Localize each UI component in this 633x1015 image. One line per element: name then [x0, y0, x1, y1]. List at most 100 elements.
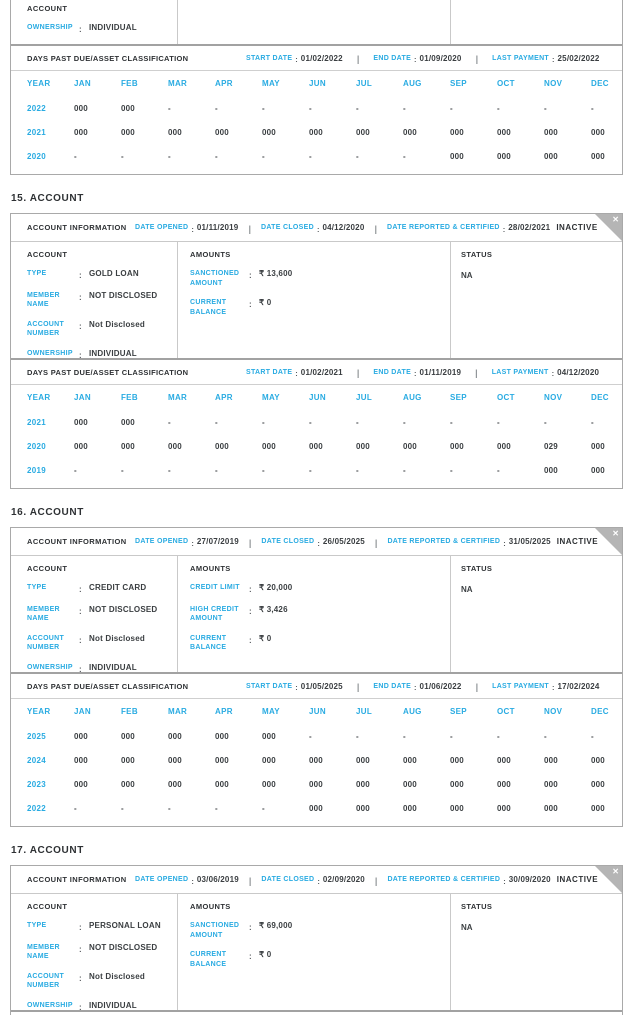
account-column-header: ACCOUNT [27, 4, 68, 13]
colon [191, 219, 194, 237]
field-row: OWNERSHIP INDIVIDUAL [27, 23, 171, 35]
colon [79, 1001, 89, 1013]
account-card-15: ACCOUNT INFORMATION DATE OPENED 01/11/201… [10, 213, 623, 489]
account-fields: OWNERSHIP INDIVIDUAL [27, 23, 171, 35]
account-column: ACCOUNT OWNERSHIP INDIVIDUAL [11, 0, 178, 44]
dpd-value: 000 [309, 803, 323, 813]
colon [249, 950, 259, 962]
account-fields: TYPE PERSONAL LOAN MEMBER NAME NOT DISCLOSE… [27, 921, 171, 1012]
status-badge: INACTIVE [556, 223, 598, 232]
dpd-col-nov: NOV [544, 707, 563, 716]
dpd-col-feb: FEB [121, 393, 138, 402]
account-detail-columns: ACCOUNT TYPE PERSONAL LOAN MEMBER NAME NOT … [11, 894, 622, 1010]
dpd-value: 000 [262, 779, 276, 789]
dpd-value: - [497, 465, 500, 475]
close-icon[interactable]: ✕ [612, 867, 619, 876]
colon [503, 219, 506, 237]
dpd-year: 2025 [27, 731, 46, 741]
field-value: INDIVIDUAL [89, 662, 137, 672]
dpd-col-year: YEAR [27, 707, 51, 716]
dpd-value: 000 [591, 441, 605, 451]
dpd-column-headers: YEAR JAN FEB MAR APR MAY JUN JUL AUG SEP OCT NOV DEC [11, 699, 622, 724]
dpd-value: - [121, 465, 124, 475]
field-value: ₹ 0 [259, 950, 272, 959]
account-fields: TYPE CREDIT CARD MEMBER NAME NOT DISCLOSED A… [27, 583, 171, 674]
close-icon[interactable]: ✕ [612, 529, 619, 538]
dpd-value: - [309, 103, 312, 113]
corner-ribbon [595, 866, 622, 893]
account-column-header: ACCOUNT [27, 564, 68, 573]
field-value: ₹ 13,600 [259, 269, 293, 278]
dpd-value: - [403, 417, 406, 427]
dpd-value: 000 [356, 441, 370, 451]
dpd-value: 000 [262, 755, 276, 765]
dpd-col-nov: NOV [544, 79, 563, 88]
field-value: PERSONAL LOAN [89, 921, 161, 930]
dpd-col-oct: OCT [497, 393, 515, 402]
dpd-value: 000 [121, 755, 135, 765]
amounts-column-header: AMOUNTS [190, 250, 231, 259]
dpd-value: 000 [591, 755, 605, 765]
dpd-value: - [215, 151, 218, 161]
account-column: ACCOUNT TYPE PERSONAL LOAN MEMBER NAME NOT … [11, 894, 178, 1010]
dpd-value: - [262, 417, 265, 427]
dpd-value: - [309, 731, 312, 741]
end-date-value: 01/09/2020 [419, 53, 462, 63]
pipe-separator [357, 363, 360, 381]
amount-fields: SANCTIONED AMOUNT ₹ 13,600 CURRENT BALANCE… [190, 269, 444, 317]
dpd-value: 000 [262, 127, 276, 137]
field-value: ₹ 0 [259, 633, 272, 643]
dpd-value: 000 [74, 731, 88, 741]
field-label: ACCOUNT NUMBER [27, 320, 65, 338]
dpd-value: 000 [450, 441, 464, 451]
section-title-16: 16. ACCOUNT [11, 507, 84, 518]
end-date-label: END DATE [373, 682, 412, 690]
dpd-col-jan: JAN [74, 393, 91, 402]
start-date: START DATE 01/05/2025 [246, 677, 343, 695]
colon [79, 634, 89, 646]
colon [503, 533, 506, 551]
field-row: ACCOUNT NUMBER Not Disclosed [27, 972, 171, 991]
colon [295, 677, 298, 695]
dpd-header: DAYS PAST DUE/ASSET CLASSIFICATION START… [11, 46, 622, 71]
field-row: MEMBER NAME NOT DISCLOSED [27, 291, 171, 310]
dpd-title: DAYS PAST DUE/ASSET CLASSIFICATION [27, 53, 189, 63]
date-opened-label: DATE OPENED [135, 876, 189, 883]
field-label: SANCTIONED AMOUNT [190, 270, 240, 287]
amounts-column-header: AMOUNTS [190, 902, 231, 911]
field-label: CREDIT LIMIT [190, 584, 240, 591]
dpd-value: 000 [215, 127, 229, 137]
dpd-col-feb: FEB [121, 79, 138, 88]
field-row: MEMBER NAME NOT DISCLOSED [27, 605, 171, 624]
status-value: NA [461, 585, 473, 594]
field-label: OWNERSHIP [27, 349, 73, 357]
field-row: SANCTIONED AMOUNT ₹ 69,000 [190, 921, 444, 940]
date-reported-value: 28/02/2021 [508, 223, 551, 232]
last-payment: LAST PAYMENT 04/12/2020 [492, 363, 599, 381]
date-closed: DATE CLOSED 04/12/2020 [261, 219, 365, 237]
dpd-col-apr: APR [215, 707, 233, 716]
dpd-value: - [450, 103, 453, 113]
dpd-value: 000 [403, 441, 417, 451]
dpd-col-apr: APR [215, 79, 233, 88]
dpd-value: - [356, 465, 359, 475]
dpd-value: 000 [74, 441, 88, 451]
dpd-section [11, 1010, 622, 1015]
pipe-separator [249, 871, 252, 889]
dpd-value: 000 [168, 127, 182, 137]
dpd-year: 2021 [27, 417, 46, 427]
corner-ribbon [595, 528, 622, 555]
date-opened-value: 03/06/2019 [196, 875, 239, 884]
colon [249, 605, 259, 617]
dpd-value: - [168, 151, 171, 161]
status-column: STATUS NA [451, 894, 622, 1010]
date-reported-value: 31/05/2025 [508, 537, 551, 546]
dpd-col-jun: JUN [309, 79, 326, 88]
dpd-value: - [309, 417, 312, 427]
close-icon[interactable]: ✕ [612, 215, 619, 224]
date-closed-value: 04/12/2020 [322, 223, 365, 232]
dpd-value: 000 [450, 803, 464, 813]
dpd-value: 000 [544, 755, 558, 765]
dpd-value: 000 [591, 127, 605, 137]
field-value: CREDIT CARD [89, 583, 147, 592]
